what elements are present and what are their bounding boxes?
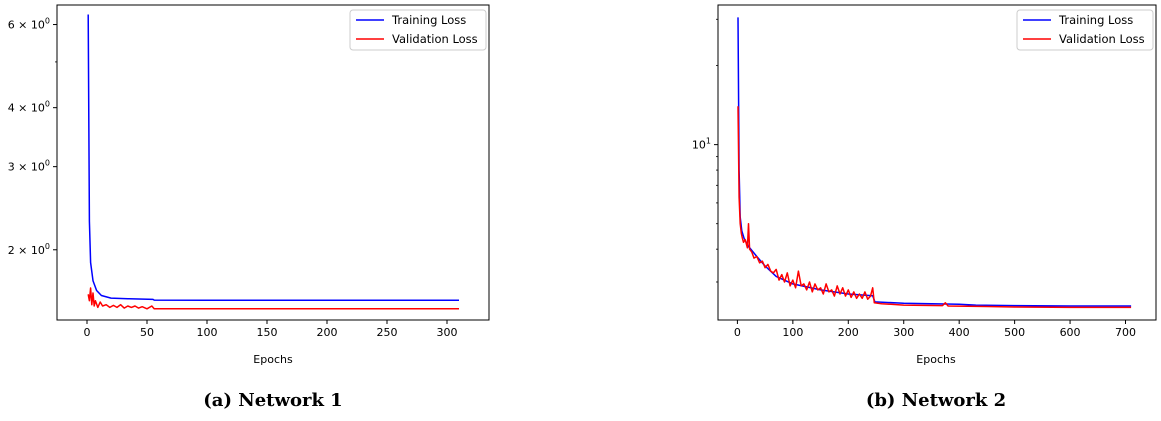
x-axis-label: Epochs: [916, 353, 956, 366]
axes-frame: [717, 4, 1157, 321]
panel-network-2: 0 100 200 300 400 500 600 700 101 Epochs Traini…: [692, 4, 1157, 411]
legend: Training Loss Validation Loss: [349, 9, 487, 51]
x-tick-label: 200: [838, 326, 859, 339]
series-line-validation-loss: [737, 106, 1132, 309]
x-tick-label: 100: [782, 326, 803, 339]
x-tick-label: 300: [437, 326, 458, 339]
x-axis: 0 100 200 300 400 500 600 700: [734, 320, 1136, 339]
series-line-training-loss: [87, 14, 459, 302]
legend-label-validation: Validation Loss: [1059, 32, 1145, 46]
caption: (b) Network 2: [866, 390, 1006, 411]
x-tick-label: 100: [197, 326, 218, 339]
plot-area: [737, 17, 1132, 309]
legend-label-training: Training Loss: [1058, 13, 1133, 27]
x-axis-label: Epochs: [253, 353, 293, 366]
axes-frame: [56, 4, 490, 321]
y-tick-label: 3 × 100: [8, 159, 50, 174]
y-axis: 101: [692, 18, 718, 283]
y-tick-label: 4 × 100: [8, 100, 50, 115]
panel-network-1: 0 50 100 150 200 250 300 2 × 100 3 × 100 4 × 100…: [8, 4, 490, 411]
x-tick-label: 600: [1060, 326, 1081, 339]
y-tick-label: 2 × 100: [8, 242, 50, 257]
x-tick-label: 700: [1115, 326, 1136, 339]
x-tick-label: 200: [317, 326, 338, 339]
series-line-training-loss: [737, 17, 1132, 307]
x-tick-label: 500: [1004, 326, 1025, 339]
x-tick-label: 300: [893, 326, 914, 339]
y-axis: 2 × 100 3 × 100 4 × 100 6 × 100: [8, 17, 57, 257]
legend-label-validation: Validation Loss: [392, 32, 478, 46]
x-tick-label: 50: [140, 326, 154, 339]
y-tick-label: 101: [692, 137, 711, 152]
y-tick-label: 6 × 100: [8, 17, 50, 32]
caption: (a) Network 1: [203, 390, 342, 411]
series-line-validation-loss: [87, 287, 459, 310]
x-tick-label: 400: [949, 326, 970, 339]
legend-label-training: Training Loss: [391, 13, 466, 27]
x-tick-label: 250: [377, 326, 398, 339]
plot-area: [87, 14, 459, 310]
x-tick-label: 0: [734, 326, 741, 339]
x-tick-label: 0: [84, 326, 91, 339]
legend: Training Loss Validation Loss: [1016, 9, 1154, 51]
x-axis: 0 50 100 150 200 250 300: [84, 320, 458, 339]
x-tick-label: 150: [257, 326, 278, 339]
